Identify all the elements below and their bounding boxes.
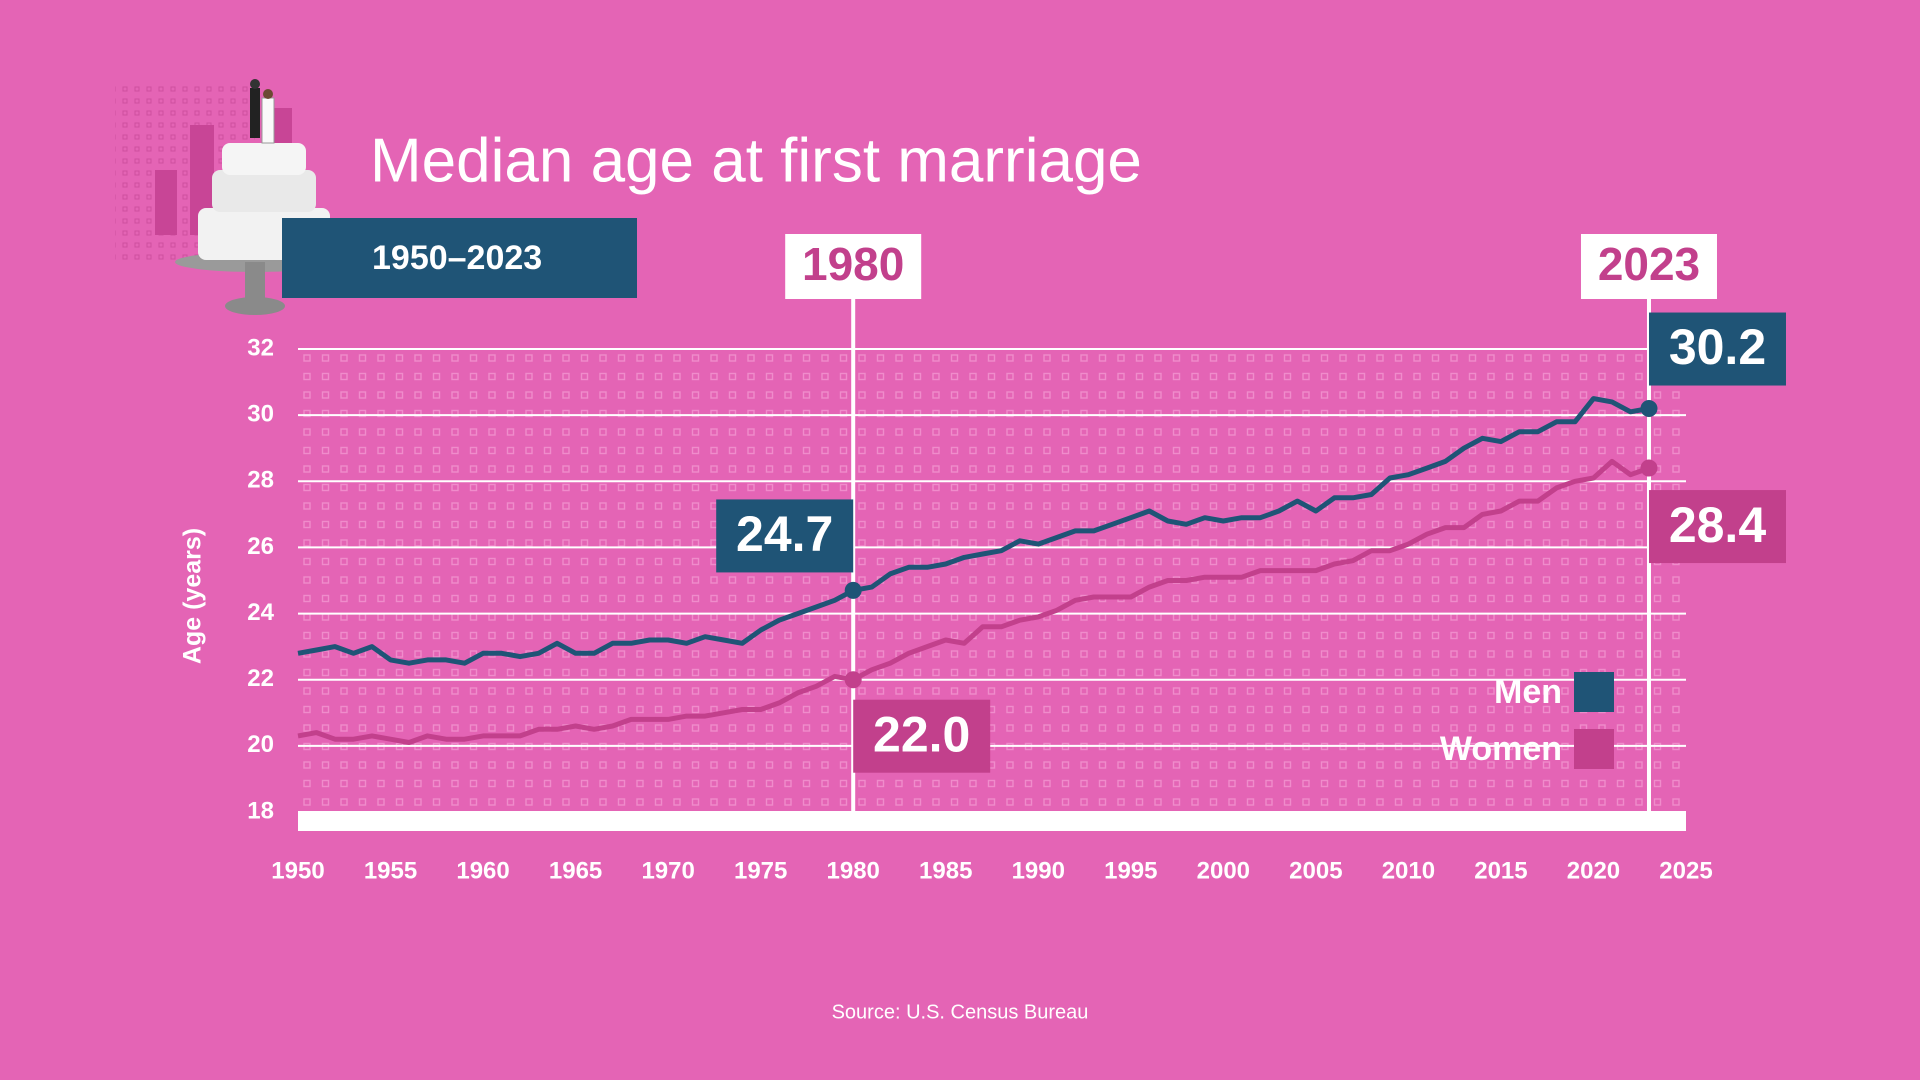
legend-swatch [1574,729,1614,769]
x-tick-label: 1985 [919,857,972,884]
y-tick-label: 18 [247,797,274,824]
highlight-box [1580,234,1717,299]
source: Source: U.S. Census Bureau [832,1001,1089,1023]
subtitle: 1950–2023 [372,239,542,277]
series-line [297,458,1650,745]
legend-label: Men [1494,673,1562,711]
x-tick-label: 1960 [456,857,509,884]
legend-label: Women [1440,730,1562,768]
x-tick-label: 2015 [1474,857,1527,884]
value-label-box [1648,490,1786,564]
x-tick-label: 1965 [549,857,602,884]
highlight-point [844,671,862,689]
highlight-point [1640,459,1658,477]
y-tick-label: 20 [247,731,274,758]
x-tick-label: 2025 [1659,857,1712,884]
y-tick-label: 32 [247,334,274,361]
x-tick-label: 1975 [734,857,787,884]
x-tick-label: 1970 [641,857,694,884]
value-label: 22.0 [873,706,970,762]
value-label: 30.2 [1669,319,1766,375]
y-tick-label: 26 [247,533,274,560]
value-label-box [853,699,991,773]
x-axis-bar [298,812,1686,831]
x-tick-label: 1980 [827,857,880,884]
x-tick-label: 2020 [1567,857,1620,884]
y-tick-label: 28 [247,467,274,494]
legend-swatch [1574,672,1614,712]
value-label: 28.4 [1669,497,1767,553]
y-tick-label: 22 [247,665,274,692]
highlight-label: 2023 [1598,238,1700,290]
x-tick-label: 1995 [1104,857,1157,884]
x-tick-label: 1990 [1012,857,1065,884]
subtitle-box [282,218,637,298]
x-tick-label: 2005 [1289,857,1342,884]
highlight-label: 1980 [802,238,904,290]
x-tick-label: 2000 [1197,857,1250,884]
highlight-point [844,581,862,599]
highlight-box [785,234,922,299]
x-tick-label: 1955 [364,857,417,884]
chart-title: Median age at first marriage [370,126,1142,195]
y-tick-label: 30 [247,400,274,427]
x-tick-label: 2010 [1382,857,1435,884]
y-axis-label: Age (years) [179,528,207,664]
value-label: 24.7 [736,506,833,562]
value-label-box [716,499,854,573]
value-label-box [1648,312,1786,386]
series-line [297,396,1650,666]
y-tick-label: 24 [247,599,274,626]
x-tick-label: 1950 [271,857,324,884]
highlight-point [1640,400,1658,418]
